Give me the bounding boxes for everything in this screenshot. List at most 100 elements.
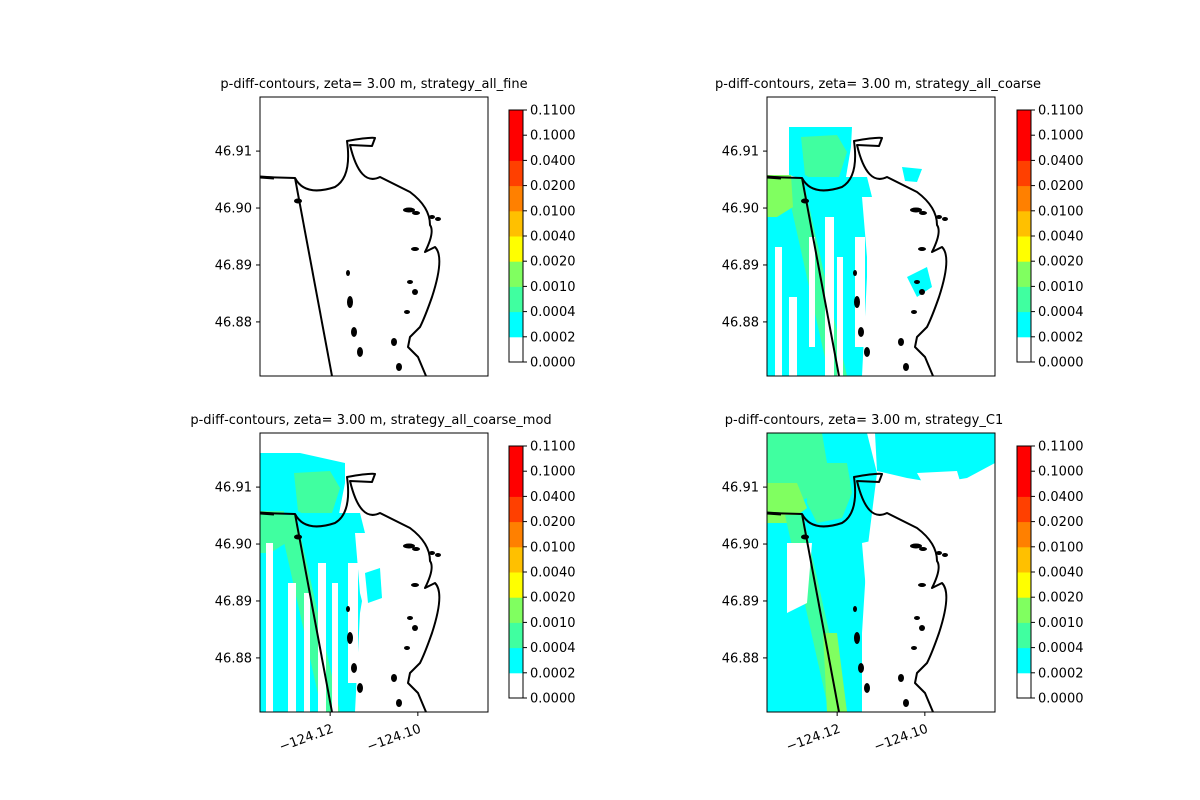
colorbar-tick-label: 0.0002 (1038, 330, 1084, 345)
colorbar-tick-label: 0.0100 (1038, 204, 1084, 219)
island (801, 198, 809, 204)
island (858, 327, 864, 337)
colorbar-segment (509, 446, 523, 472)
panel-c1: p-diff-contours, zeta= 3.00 m, strategy_… (722, 413, 1084, 755)
colorbar-segment (1017, 286, 1031, 313)
colorbar-tick-label: 0.0100 (530, 540, 576, 555)
y-tick-label: 46.89 (215, 258, 252, 273)
colorbar-segment (1017, 597, 1031, 623)
colorbar-segment (509, 135, 523, 161)
island (910, 543, 922, 549)
colorbar-tick-label: 0.0040 (1038, 230, 1084, 245)
y-tick-label: 46.91 (722, 145, 759, 160)
island (403, 543, 415, 549)
island (910, 207, 922, 213)
island (864, 683, 870, 693)
island (898, 674, 904, 682)
island (942, 217, 948, 221)
colorbar-tick-label: 0.0000 (1038, 356, 1084, 371)
colorbar-segment (509, 647, 523, 674)
axes-frame (259, 96, 489, 377)
colorbar-segment (1017, 471, 1031, 497)
panel-title: p-diff-contours, zeta= 3.00 m, strategy_… (190, 413, 551, 428)
colorbar-tick-label: 0.0020 (530, 591, 576, 606)
colorbar-tick-label: 0.1000 (530, 465, 576, 480)
axes-frame (766, 432, 996, 713)
colorbar-tick-label: 0.0000 (1038, 692, 1084, 707)
colorbar-segment (1017, 546, 1031, 573)
colorbar-segment (1017, 647, 1031, 674)
contour-fill-layer (767, 433, 995, 712)
colorbar-segment (509, 210, 523, 237)
colorbar-segment (509, 471, 523, 497)
island (858, 663, 864, 673)
island (412, 547, 420, 551)
y-tick-label: 46.89 (722, 258, 759, 273)
colorbar-segment (509, 496, 523, 523)
shoreline (767, 472, 948, 712)
island (357, 683, 363, 693)
island (919, 211, 927, 215)
colorbar-tick-label: 0.0200 (1038, 179, 1084, 194)
island (396, 363, 402, 371)
contour-region (260, 511, 286, 553)
panel-all-coarse-mod: p-diff-contours, zeta= 3.00 m, strategy_… (190, 413, 575, 755)
colorbar-segment (1017, 336, 1031, 363)
island (347, 632, 353, 644)
y-tick-label: 46.91 (215, 145, 252, 160)
colorbar-segment (509, 597, 523, 623)
island (357, 347, 363, 357)
y-tick-label: 46.90 (722, 202, 759, 217)
contour-region (789, 297, 797, 376)
island (351, 327, 357, 337)
colorbar-tick-label: 0.1000 (1038, 465, 1084, 480)
contour-region (837, 257, 843, 376)
contour-region (902, 167, 922, 182)
colorbar-segment (509, 521, 523, 548)
island (898, 338, 904, 346)
y-tick-label: 46.88 (215, 315, 252, 330)
island (351, 663, 357, 673)
contour-fill-layer (767, 127, 932, 376)
colorbar-segment (509, 622, 523, 649)
contour-region (823, 633, 847, 712)
shoreline (801, 177, 840, 376)
island (853, 270, 857, 276)
island (435, 553, 441, 557)
contour-region (318, 563, 326, 712)
colorbar-tick-label: 0.0040 (530, 566, 576, 581)
contour-region (917, 471, 962, 491)
island (919, 625, 925, 631)
shoreline (767, 511, 782, 516)
contour-region (875, 433, 995, 483)
colorbar-tick-label: 0.1100 (1038, 440, 1084, 455)
island (919, 289, 925, 295)
colorbar-tick-label: 0.0400 (530, 490, 576, 505)
island (903, 699, 909, 707)
colorbar-tick-label: 0.0200 (530, 179, 576, 194)
colorbar-segment (1017, 622, 1031, 649)
colorbar-tick-label: 0.0004 (1038, 641, 1084, 656)
colorbar-tick-label: 0.0400 (1038, 154, 1084, 169)
colorbar-tick-label: 0.0010 (530, 616, 576, 631)
island (864, 347, 870, 357)
island (919, 547, 927, 551)
island (801, 534, 809, 540)
colorbar-segment (509, 336, 523, 363)
contour-fill-layer (260, 453, 422, 712)
colorbar-segment (1017, 261, 1031, 287)
island (914, 280, 920, 284)
island (404, 646, 410, 650)
colorbar-segment (509, 236, 523, 262)
shoreline (767, 136, 948, 376)
colorbar-tick-label: 0.0010 (1038, 616, 1084, 631)
island (412, 211, 420, 215)
colorbar-tick-label: 0.1000 (530, 129, 576, 144)
island (936, 215, 942, 219)
contour-region (294, 471, 340, 521)
island (391, 674, 397, 682)
y-tick-label: 46.88 (215, 651, 252, 666)
y-tick-label: 46.90 (215, 202, 252, 217)
colorbar-segment (1017, 446, 1031, 472)
island (412, 289, 418, 295)
